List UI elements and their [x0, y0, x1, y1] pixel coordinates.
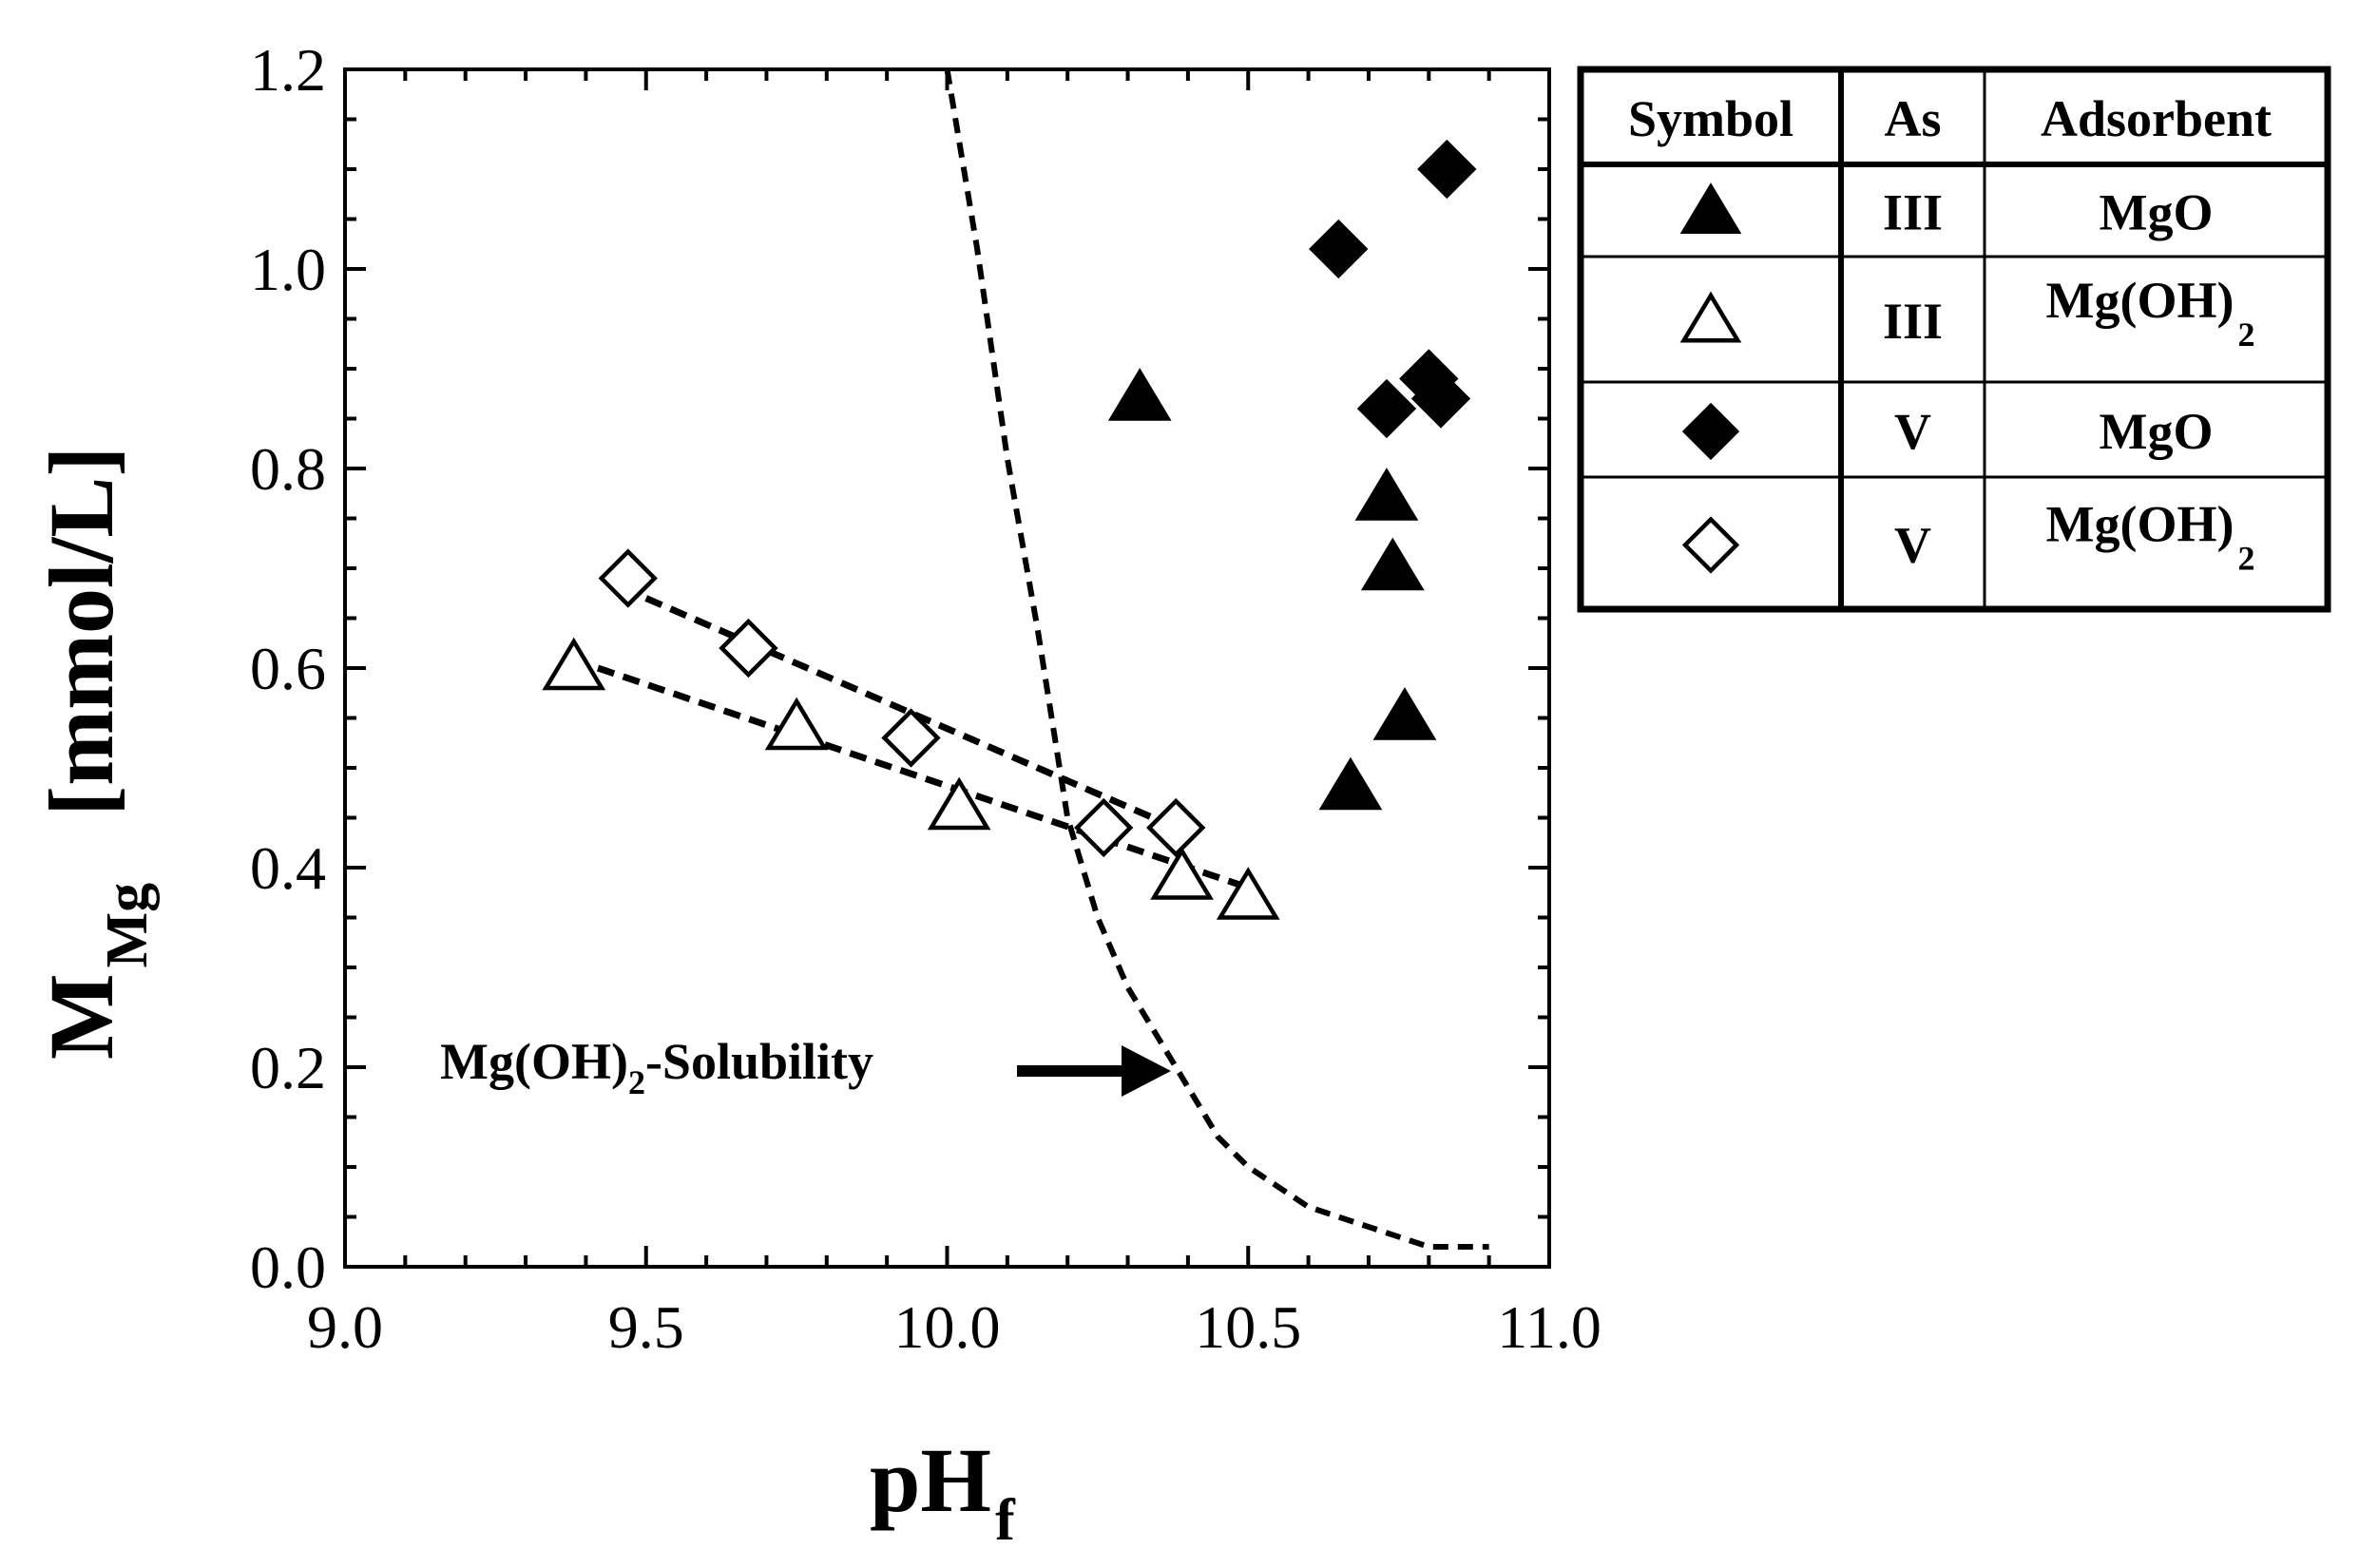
legend-border — [1577, 66, 2331, 613]
x-tick-label: 10.0 — [894, 1293, 1001, 1361]
legend-header: Adsorbent — [2041, 90, 2272, 147]
x-tick-label: 9.5 — [608, 1293, 684, 1361]
markers-layer — [542, 139, 1477, 920]
data-point — [927, 776, 991, 831]
data-point — [1354, 468, 1419, 521]
y-tick-label: 0.6 — [250, 635, 326, 702]
data-point — [1356, 378, 1417, 439]
legend-adsorbent: MgO — [2100, 184, 2214, 241]
x-tick-label: 10.5 — [1195, 1293, 1301, 1361]
legend-as-value: V — [1894, 403, 1931, 460]
legend-symbol — [1681, 402, 1740, 461]
data-point — [881, 708, 941, 768]
data-point — [1309, 219, 1369, 279]
legend-table: Symbol As Adsorbent III MgO III Mg(OH)2 V MgO V Mg… — [1577, 66, 2331, 613]
data-point — [1360, 537, 1425, 591]
legend-as-value: III — [1883, 293, 1943, 350]
legend-adsorbent: Mg(OH)2 — [2046, 496, 2255, 578]
data-point — [1318, 756, 1383, 811]
data-point — [1417, 139, 1477, 200]
y-tick-label: 0.4 — [250, 834, 326, 902]
x-axis-title: pHf — [870, 1429, 1016, 1553]
data-point — [1074, 797, 1134, 858]
legend-adsorbent: Mg(OH)2 — [2046, 272, 2255, 354]
legend-symbol — [1681, 516, 1740, 574]
y-axis-title: MMg[mmol/L] — [30, 447, 160, 1060]
data-point — [1107, 368, 1172, 421]
legend-adsorbent: MgO — [2100, 403, 2214, 460]
data-point — [542, 637, 606, 691]
solubility-annotation: Mg(OH)2-Solubility — [440, 1033, 873, 1101]
data-point — [1410, 369, 1471, 429]
data-point — [719, 618, 778, 679]
trend-line — [596, 664, 1250, 891]
legend-header: Symbol — [1628, 90, 1793, 147]
legend-as-value: V — [1894, 517, 1931, 574]
y-tick-label: 0.0 — [250, 1233, 326, 1301]
x-tick-label: 9.0 — [307, 1293, 383, 1361]
legend-header: As — [1884, 90, 1941, 147]
data-point — [764, 697, 829, 751]
data-point — [1216, 867, 1280, 920]
data-point — [1372, 687, 1437, 740]
y-tick-label: 1.0 — [250, 236, 326, 303]
legend-symbol — [1679, 182, 1742, 234]
legend-symbol — [1679, 291, 1742, 343]
y-tick-label: 1.2 — [250, 36, 326, 104]
data-point — [1146, 797, 1206, 858]
y-tick-label: 0.8 — [250, 435, 326, 503]
data-point — [598, 548, 658, 608]
data-point — [1150, 847, 1214, 900]
legend-as-value: III — [1883, 184, 1943, 241]
solubility-arrow-head — [1122, 1045, 1171, 1097]
y-tick-labels: 0.0 0.2 0.4 0.6 0.8 1.0 1.2 — [250, 36, 326, 1301]
x-tick-labels: 9.0 9.5 10.0 10.5 11.0 — [307, 1293, 1601, 1361]
y-tick-label: 0.2 — [250, 1034, 326, 1101]
x-tick-label: 11.0 — [1497, 1293, 1601, 1361]
solubility-curve — [944, 68, 1489, 1250]
